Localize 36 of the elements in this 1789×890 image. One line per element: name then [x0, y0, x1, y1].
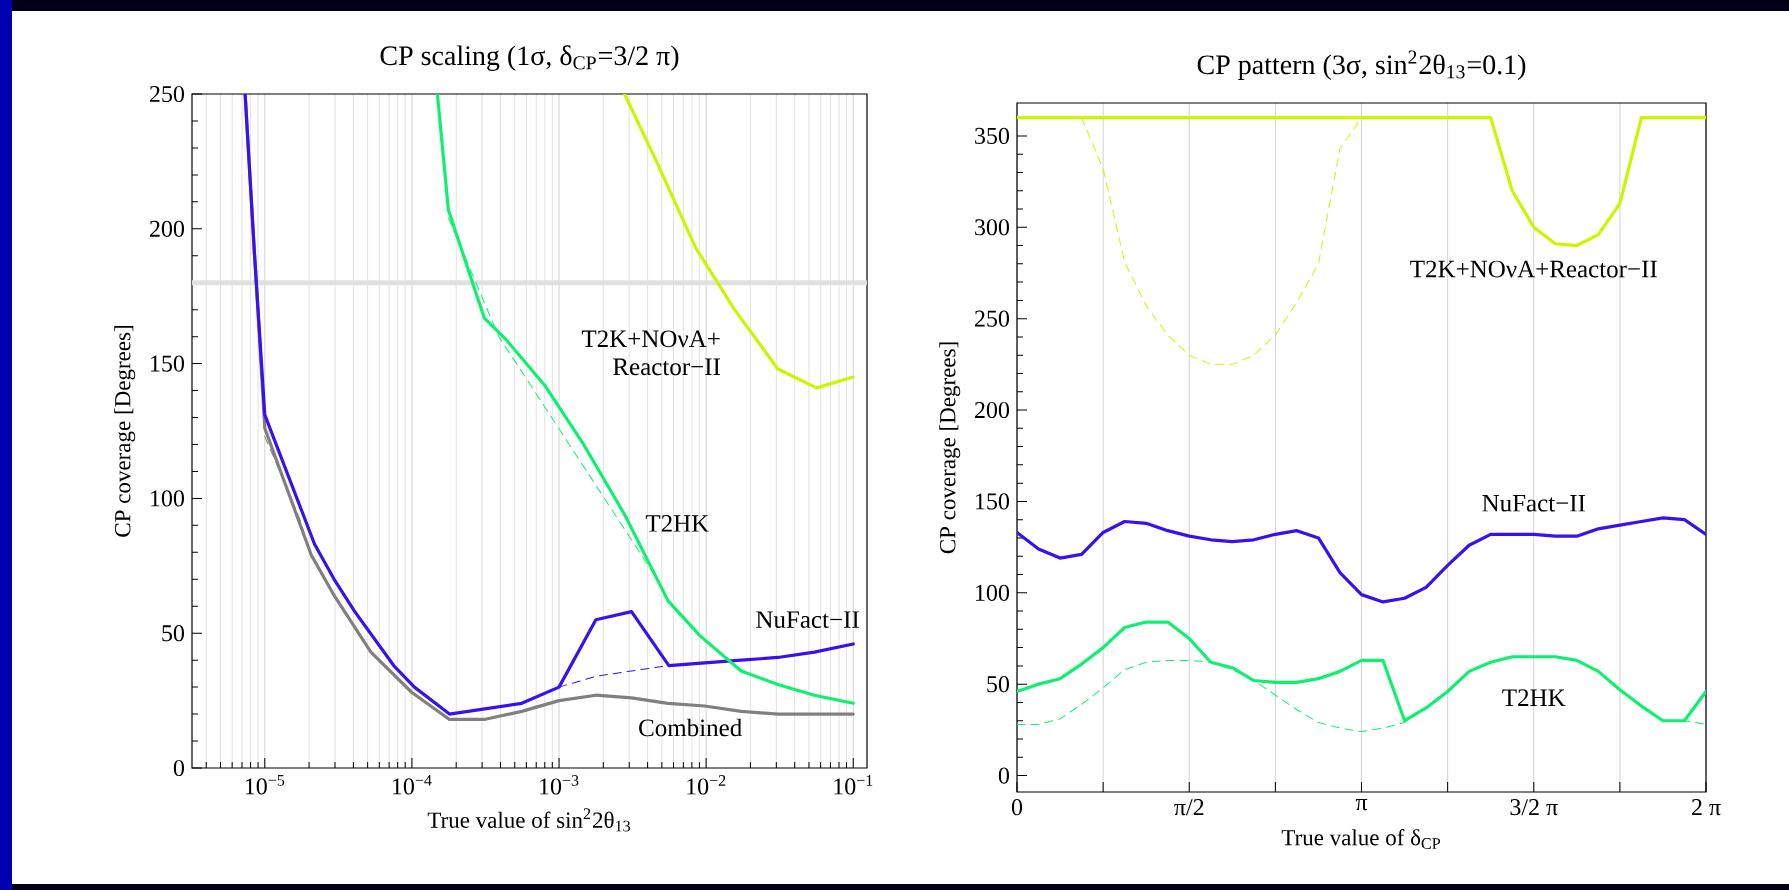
y-tick-label: 300 [975, 219, 1010, 236]
series-label: T2HK [1502, 689, 1566, 706]
y-tick-label: 150 [976, 493, 1010, 510]
series-label: T2K+NOνA+ Reactor−II [581, 330, 721, 376]
series-label: NuFact−II [756, 611, 859, 629]
x-tick-label: π/2 [1174, 799, 1204, 816]
chart-title: CP scaling (1σ, δ$_{CP}$=3/2 π) [380, 45, 679, 71]
x-tick-label: 0 [1011, 799, 1023, 816]
x-tick-label: 10$^{−3}$ [540, 775, 579, 795]
x-tick-label: 10$^{−2}$ [687, 775, 726, 795]
x-axis-title: True value of sin$^{2}$2θ$_{13}$ [427, 808, 631, 832]
x-tick-label: 3/2 π [1510, 799, 1558, 816]
series-label: T2HK [645, 515, 709, 532]
y-tick-label: 0 [173, 759, 184, 777]
y-axis-title: CP coverage [Degrees] [114, 326, 136, 537]
x-tick-label: 2 π [1692, 799, 1721, 816]
y-tick-label: 100 [976, 584, 1010, 601]
x-tick-label: 10$^{−1}$ [834, 775, 873, 795]
y-tick-label: 250 [975, 310, 1010, 327]
y-tick-label: 50 [162, 625, 184, 642]
x-tick-label: 10$^{−5}$ [245, 775, 285, 795]
x-axis-title: True value of δ$_{CP}$ [1281, 829, 1441, 849]
series-label: Combined [639, 718, 742, 737]
series-label: T2K+NOνA+Reactor−II [1410, 260, 1657, 278]
series-label: NuFact−II [1482, 494, 1586, 512]
y-tick-label: 50 [987, 676, 1010, 693]
y-tick-label: 350 [975, 127, 1010, 144]
x-tick-label: π [1355, 799, 1368, 811]
x-tick-label: 10$^{−4}$ [393, 775, 432, 795]
chart-title: CP pattern (3σ, sin$^{2}$2θ$_{13}$=0.1) [1197, 50, 1526, 80]
y-tick-label: 250 [150, 85, 184, 103]
y-tick-label: 150 [151, 355, 184, 372]
y-tick-label: 200 [150, 220, 184, 237]
y-tick-label: 100 [151, 490, 184, 507]
y-axis-title: CP coverage [Degrees] [939, 342, 961, 554]
y-tick-label: 200 [975, 401, 1010, 419]
